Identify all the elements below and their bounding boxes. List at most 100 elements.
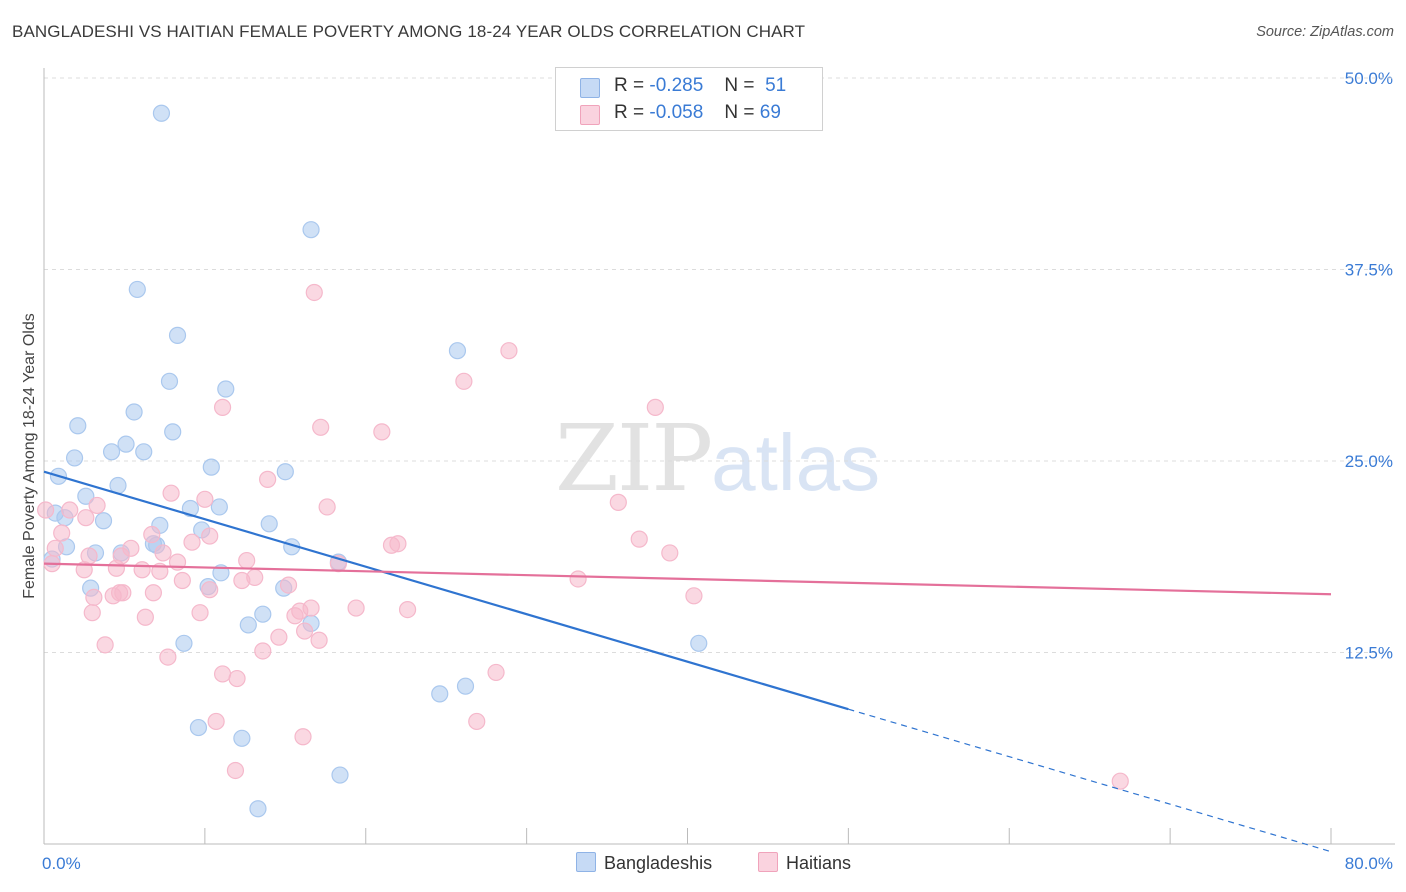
n-label: N = — [724, 75, 755, 96]
point-haitian — [61, 501, 79, 519]
point-bangladeshi — [254, 605, 272, 623]
point-bangladeshi — [302, 221, 320, 239]
point-haitian — [136, 608, 154, 626]
point-haitian — [104, 587, 122, 605]
n-label: N = — [724, 102, 755, 123]
point-bangladeshi — [249, 800, 267, 818]
point-bangladeshi — [152, 104, 171, 122]
point-haitian — [569, 570, 587, 588]
point-haitian — [228, 669, 246, 688]
y-axis-label: Female Poverty Among 18-24 Year Olds — [21, 313, 38, 599]
point-bangladeshi — [102, 443, 121, 461]
point-bangladeshi — [210, 498, 228, 516]
bottom-legend-haitians: Haitians — [758, 852, 851, 874]
r-value-bangladeshis: -0.285 — [649, 75, 704, 96]
point-bangladeshi — [175, 634, 193, 652]
trendline-bangladeshis-extension — [848, 708, 1332, 853]
point-haitian — [398, 601, 417, 619]
point-haitian — [159, 648, 177, 666]
point-haitian — [88, 496, 106, 515]
point-haitian — [382, 536, 401, 554]
point-haitian — [238, 551, 256, 570]
y-tick-label: 37.5% — [1345, 261, 1393, 280]
bottom-swatch-bangladeshis — [576, 852, 596, 872]
r-value-haitians: -0.058 — [649, 102, 704, 123]
bottom-legend-label-haitians: Haitians — [786, 853, 852, 873]
point-haitian — [213, 665, 232, 683]
point-haitian — [259, 470, 277, 488]
point-bangladeshi — [117, 435, 135, 453]
y-tick-label: 12.5% — [1345, 644, 1393, 663]
point-haitian — [201, 581, 219, 599]
point-bangladeshi — [164, 423, 182, 441]
point-bangladeshi — [181, 499, 199, 518]
point-bangladeshi — [77, 487, 95, 505]
point-haitian — [468, 712, 486, 731]
point-bangladeshi — [233, 729, 251, 747]
point-haitian — [279, 576, 298, 594]
trendline-haitians — [43, 562, 1332, 596]
bottom-legend-bangladeshis: Bangladeshis — [576, 852, 712, 874]
n-value-bangladeshis: 51 — [765, 75, 787, 96]
point-haitian — [183, 533, 201, 551]
y-tick-label: 50.0% — [1345, 69, 1393, 88]
point-bangladeshi — [448, 342, 467, 360]
point-bangladeshi — [276, 463, 294, 481]
chart-title: BANGLADESHI VS HAITIAN FEMALE POVERTY AM… — [12, 22, 806, 41]
point-haitian — [77, 509, 95, 527]
point-haitian — [46, 539, 64, 557]
point-haitian — [373, 423, 391, 441]
point-haitian — [201, 527, 219, 545]
point-haitian — [196, 490, 214, 508]
watermark-zip: ZIP — [555, 405, 713, 512]
point-haitian — [154, 544, 172, 562]
point-haitian — [207, 712, 225, 731]
point-haitian — [254, 642, 272, 660]
point-haitian — [487, 663, 505, 682]
point-bangladeshi — [431, 685, 449, 703]
point-bangladeshi — [202, 458, 220, 476]
point-haitian — [226, 761, 245, 780]
point-bangladeshi — [456, 677, 475, 695]
correlation-legend: R = -0.285 N = 51 R = -0.058 N = 69 — [555, 67, 823, 131]
point-haitian — [318, 498, 336, 516]
point-haitian — [630, 530, 648, 548]
point-bangladeshi — [690, 634, 708, 652]
point-haitian — [609, 493, 627, 511]
legend-swatch-haitians — [580, 105, 600, 125]
point-bangladeshi — [239, 616, 257, 634]
legend-swatch-bangladeshis — [580, 78, 600, 98]
y-tick-label: 25.0% — [1345, 452, 1393, 471]
trendline-bangladeshis — [43, 470, 849, 711]
point-haitian — [296, 622, 314, 640]
point-bangladeshi — [65, 449, 84, 467]
source-label: Source: ZipAtlas.com — [1256, 24, 1394, 40]
point-haitian — [270, 628, 288, 646]
point-haitian — [37, 501, 55, 519]
point-haitian — [83, 604, 101, 622]
bottom-swatch-haitians — [758, 852, 778, 872]
point-haitian — [1111, 772, 1129, 790]
point-bangladeshi — [217, 380, 235, 398]
point-haitian — [646, 398, 664, 416]
x-tick-label: 0.0% — [42, 854, 81, 873]
point-haitian — [144, 584, 162, 602]
point-bangladeshi — [94, 512, 113, 530]
point-bangladeshi — [331, 766, 349, 784]
point-bangladeshi — [69, 417, 87, 435]
point-haitian — [455, 372, 473, 390]
point-haitian — [294, 728, 312, 746]
x-tick-label: 80.0% — [1345, 854, 1393, 873]
point-haitian — [85, 588, 103, 606]
point-haitian — [347, 599, 365, 617]
point-haitian — [173, 571, 191, 590]
r-label: R = — [614, 102, 645, 123]
point-haitian — [305, 283, 323, 302]
watermark: ZIPatlas — [555, 405, 880, 512]
point-haitian — [107, 559, 125, 577]
point-haitian — [191, 604, 209, 622]
bottom-legend-label-bangladeshis: Bangladeshis — [604, 853, 713, 873]
point-haitian — [233, 571, 251, 590]
point-bangladeshi — [128, 280, 146, 299]
